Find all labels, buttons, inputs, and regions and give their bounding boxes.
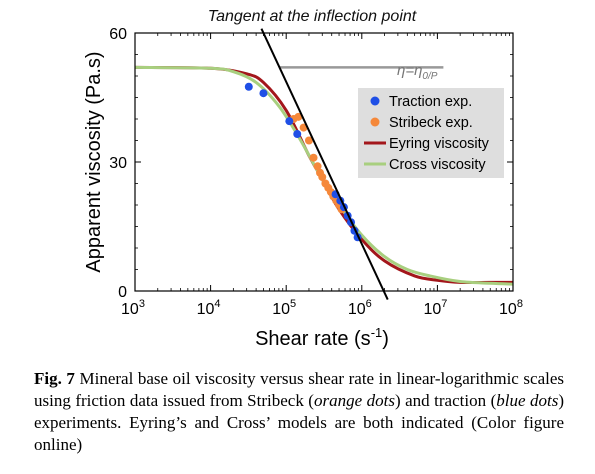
y-tick-label: 60 [109, 26, 127, 43]
annotations: Tangent at the inflection point η=η0/P [208, 8, 438, 301]
point-traction-exp [293, 130, 302, 139]
x-tick-label-base: 10 [197, 301, 215, 318]
x-axis-label-sup: -1 [371, 325, 383, 340]
point-stribeck-exp [304, 136, 313, 145]
caption-label: Fig. 7 [34, 369, 75, 388]
x-tick-label-exponent: 8 [517, 298, 523, 310]
y-tick-label: 0 [118, 284, 127, 301]
y-tick-label: 30 [109, 155, 127, 172]
legend-label: Traction exp. [389, 94, 472, 110]
tangent-annotation: Tangent at the inflection point [208, 8, 417, 25]
x-tick-label: 103 [121, 298, 145, 318]
point-traction-exp [244, 82, 253, 91]
caption-text-2: ) and traction ( [394, 391, 497, 410]
legend-label: Cross viscosity [389, 157, 486, 173]
legend-label: Eyring viscosity [389, 136, 490, 152]
x-tick-label-exponent: 4 [214, 298, 220, 310]
x-axis-label-close: ) [382, 328, 389, 350]
x-tick-label-base: 10 [348, 301, 366, 318]
x-tick-label: 104 [197, 298, 221, 318]
x-axis-label-main: Shear rate (s [255, 328, 371, 350]
figure-caption: Fig. 7 Mineral base oil viscosity versus… [34, 368, 564, 456]
legend-marker [370, 96, 380, 106]
point-traction-exp [259, 89, 268, 98]
x-tick-label-base: 10 [121, 301, 139, 318]
caption-blue-dots: blue dots [496, 391, 559, 410]
x-tick-label: 107 [423, 298, 447, 318]
x-tick-label-base: 10 [272, 301, 290, 318]
point-stribeck-exp [294, 112, 303, 121]
caption-text-1: Mineral base oil viscosity versus shear … [34, 369, 564, 410]
x-tick-label-base: 10 [423, 301, 441, 318]
tangent-line [260, 28, 389, 301]
legend-label: Stribeck exp. [389, 115, 473, 131]
plateau-annotation-sub: 0/P [422, 71, 437, 82]
x-tick-label-exponent: 5 [290, 298, 296, 310]
plateau-annotation-main: η=η [397, 62, 422, 79]
x-tick-label: 108 [499, 298, 523, 318]
plateau-annotation: η=η0/P [397, 62, 438, 82]
x-tick-label-exponent: 7 [441, 298, 447, 310]
y-axis-label: Apparent viscosity (Pa.s) [83, 51, 105, 272]
x-tick-label-exponent: 6 [366, 298, 372, 310]
point-traction-exp [285, 117, 294, 126]
x-tick-label: 105 [272, 298, 296, 318]
point-stribeck-exp [309, 153, 318, 162]
legend: Traction exp. Stribeck exp. Eyring viscosi… [358, 88, 504, 178]
x-tick-label-exponent: 3 [139, 298, 145, 310]
x-tick-label: 106 [348, 298, 372, 318]
caption-text-3: ) experiments. Eyring’s and Cross’ model… [34, 391, 565, 454]
legend-marker [370, 117, 380, 127]
point-stribeck-exp [318, 173, 327, 182]
x-tick-label-base: 10 [499, 301, 517, 318]
caption-orange-dots: orange dots [313, 391, 395, 410]
point-stribeck-exp [313, 162, 322, 171]
x-axis-label: Shear rate (s-1) [255, 325, 389, 350]
